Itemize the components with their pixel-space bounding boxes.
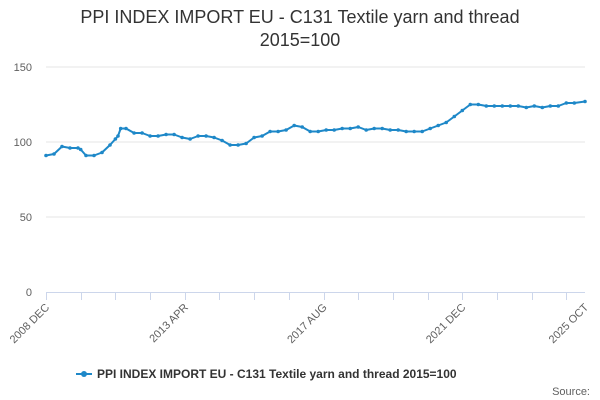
data-point[interactable] <box>524 105 529 110</box>
grid-lines <box>46 66 585 218</box>
data-point[interactable] <box>244 141 248 146</box>
data-point[interactable] <box>444 120 449 125</box>
data-point[interactable] <box>78 147 83 152</box>
data-point[interactable] <box>460 108 465 113</box>
chart-title-line-1: PPI INDEX IMPORT EU - C131 Textile yarn … <box>80 7 520 27</box>
data-point[interactable] <box>300 125 305 129</box>
data-point[interactable] <box>356 125 361 129</box>
data-point[interactable] <box>380 126 385 131</box>
source-credit[interactable]: Source: <box>552 386 590 398</box>
data-point[interactable] <box>52 152 56 156</box>
data-point[interactable] <box>260 134 264 138</box>
data-point[interactable] <box>372 126 377 131</box>
data-point[interactable] <box>556 104 561 108</box>
x-tick-label: 2008 DEC <box>8 302 52 346</box>
data-point[interactable] <box>124 126 128 131</box>
data-point[interactable] <box>44 153 48 158</box>
data-point[interactable] <box>196 134 200 138</box>
data-point[interactable] <box>252 135 256 140</box>
data-point[interactable] <box>388 128 393 132</box>
data-point[interactable] <box>404 129 409 134</box>
data-point[interactable] <box>572 101 577 105</box>
data-point[interactable] <box>508 104 513 108</box>
y-tick-label: 50 <box>20 212 32 224</box>
data-point[interactable] <box>500 104 505 108</box>
data-point[interactable] <box>468 102 473 107</box>
data-point[interactable] <box>348 126 353 131</box>
x-axis-ticks: 2008 DEC 2013 APR 2017 AUG 2021 DEC 2025 OCT <box>8 292 592 346</box>
data-point[interactable] <box>436 123 441 128</box>
x-tick-label: 2025 OCT <box>547 301 592 346</box>
data-point[interactable] <box>212 135 216 140</box>
data-point[interactable] <box>108 143 112 147</box>
data-point[interactable] <box>340 126 345 131</box>
data-point[interactable] <box>100 150 104 155</box>
x-tick-label: 2017 AUG <box>285 302 329 346</box>
y-tick-label: 0 <box>26 287 32 299</box>
data-point[interactable] <box>140 131 144 135</box>
data-point[interactable] <box>236 143 240 147</box>
data-point[interactable] <box>116 134 120 138</box>
x-tick-label: 2013 APR <box>147 302 191 346</box>
legend-item-label: PPI INDEX IMPORT EU - C131 Textile yarn … <box>97 367 457 381</box>
data-point[interactable] <box>68 146 72 150</box>
y-tick-label: 150 <box>14 62 32 74</box>
data-point[interactable] <box>476 102 481 107</box>
chart-title: PPI INDEX IMPORT EU - C131 Textile yarn … <box>0 6 600 52</box>
y-axis: 0 50 100 150 <box>14 62 32 299</box>
data-point[interactable] <box>452 114 457 119</box>
data-point[interactable] <box>188 137 192 141</box>
data-point[interactable] <box>540 105 545 110</box>
legend[interactable]: PPI INDEX IMPORT EU - C131 Textile yarn … <box>76 367 457 381</box>
data-point[interactable] <box>396 128 401 132</box>
data-point[interactable] <box>228 143 232 147</box>
x-tick-label: 2021 DEC <box>424 302 468 346</box>
data-point[interactable] <box>118 126 123 131</box>
data-point[interactable] <box>428 126 433 131</box>
series-layer <box>44 99 587 158</box>
data-point[interactable] <box>284 128 288 132</box>
data-point[interactable] <box>583 99 587 104</box>
data-point[interactable] <box>172 132 176 137</box>
data-point[interactable] <box>308 129 313 134</box>
data-point[interactable] <box>364 128 369 132</box>
data-point[interactable] <box>548 104 553 108</box>
data-point[interactable] <box>164 132 168 137</box>
data-point[interactable] <box>268 129 272 134</box>
y-tick-label: 100 <box>14 137 32 149</box>
data-point[interactable] <box>420 129 425 134</box>
data-point[interactable] <box>60 144 64 149</box>
legend-point-marker <box>81 371 87 377</box>
data-point[interactable] <box>516 104 521 108</box>
data-point[interactable] <box>484 104 489 108</box>
data-point[interactable] <box>132 131 136 135</box>
data-point[interactable] <box>180 135 184 140</box>
data-point[interactable] <box>92 153 96 158</box>
data-point[interactable] <box>84 153 88 158</box>
data-point[interactable] <box>292 123 297 128</box>
data-point[interactable] <box>412 129 417 134</box>
data-point[interactable] <box>492 104 497 108</box>
data-point[interactable] <box>316 129 321 134</box>
data-point[interactable] <box>76 146 80 150</box>
data-point[interactable] <box>113 137 118 141</box>
data-point[interactable] <box>532 104 537 108</box>
data-point[interactable] <box>564 101 569 105</box>
data-point[interactable] <box>156 134 160 138</box>
data-point[interactable] <box>324 128 329 132</box>
data-point[interactable] <box>220 138 224 143</box>
data-point[interactable] <box>276 129 280 134</box>
data-point[interactable] <box>204 134 208 138</box>
data-point[interactable] <box>332 128 337 132</box>
data-point[interactable] <box>148 134 152 138</box>
chart-title-line-2: 2015=100 <box>259 30 341 50</box>
